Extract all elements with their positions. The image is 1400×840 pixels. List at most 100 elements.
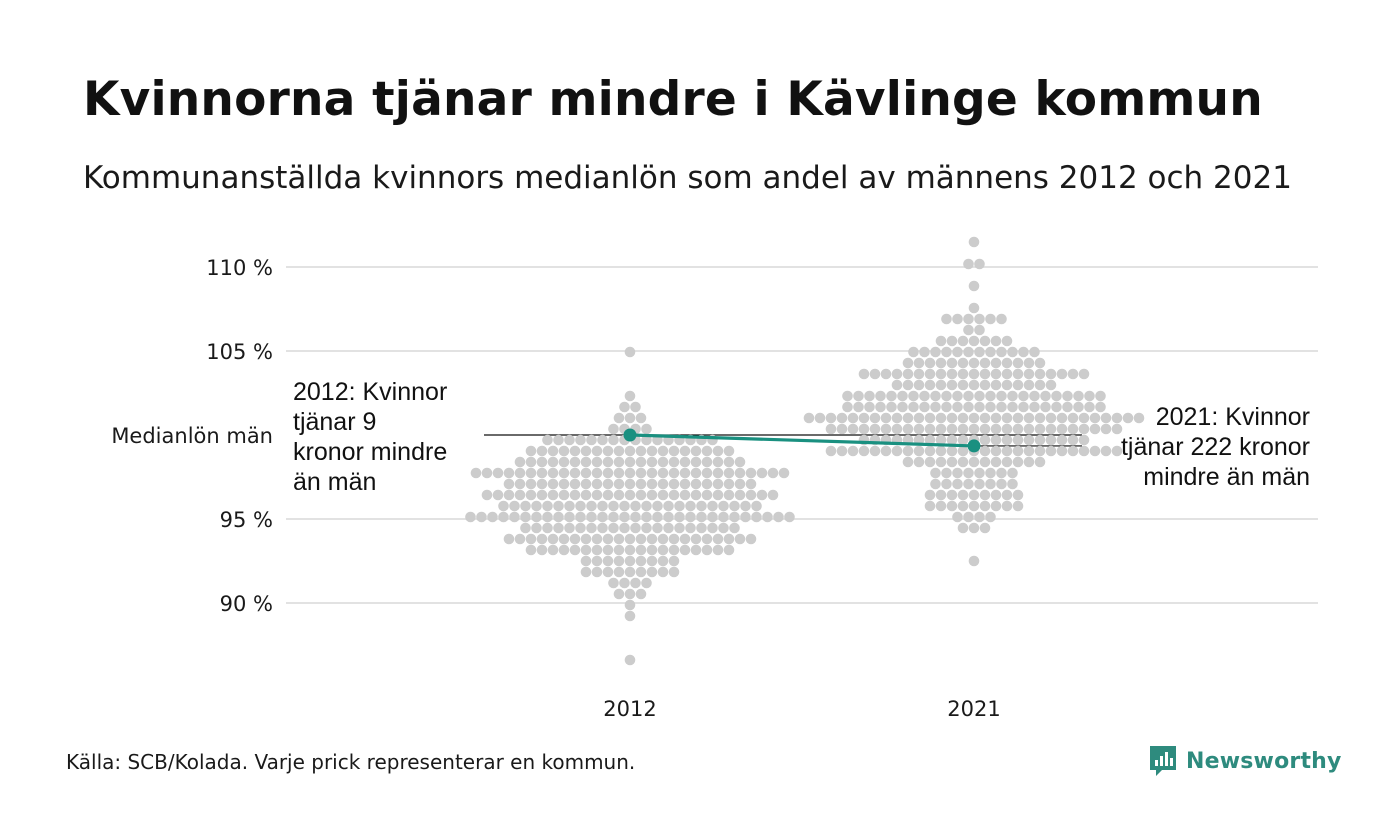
dot-2012-53 — [591, 456, 603, 468]
dot-2021-165 — [880, 423, 892, 435]
dot-2012-287 — [624, 599, 636, 611]
dot-2012-124 — [536, 489, 548, 501]
dot-2021-34 — [924, 357, 936, 369]
annotation-2012-line-0: 2012: Kvinnor — [293, 378, 447, 406]
dot-2021-0 — [968, 236, 980, 248]
dot-2021-251 — [963, 467, 974, 479]
dot-2021-139 — [913, 412, 925, 424]
dot-2012-176 — [531, 511, 542, 523]
dot-2021-4 — [968, 302, 980, 314]
dot-2012-216 — [696, 522, 707, 534]
dot-2012-201 — [531, 522, 542, 534]
dot-2012-52 — [580, 456, 592, 468]
dot-2021-2 — [974, 258, 985, 270]
dot-2012-15 — [586, 434, 597, 446]
dot-2021-106 — [853, 401, 864, 413]
dot-2021-151 — [1045, 412, 1057, 424]
dot-2012-28 — [536, 445, 548, 457]
dot-2021-3 — [968, 280, 980, 292]
dot-2012-244 — [536, 544, 548, 556]
dot-2021-157 — [1111, 412, 1123, 424]
dot-2012-88 — [701, 467, 713, 479]
dot-2021-30 — [1018, 346, 1029, 358]
dot-2012-167 — [729, 500, 740, 512]
dot-2012-54 — [602, 456, 614, 468]
dot-2012-70 — [503, 467, 515, 479]
dot-2021-125 — [1062, 401, 1073, 413]
dot-2012-84 — [657, 467, 669, 479]
dot-2021-35 — [935, 357, 947, 369]
dot-2012-126 — [558, 489, 570, 501]
dot-2012-154 — [586, 500, 597, 512]
dot-2021-105 — [842, 401, 853, 413]
dot-2021-100 — [1051, 390, 1062, 402]
dot-2021-75 — [990, 379, 1002, 391]
dot-2012-179 — [564, 511, 575, 523]
dot-2021-27 — [985, 346, 996, 358]
dot-2012-110 — [657, 478, 669, 490]
y-tick-labels: 90 % 95 % Medianlön män 105 % 110 % — [111, 256, 273, 616]
dot-2012-17 — [608, 434, 619, 446]
dot-2012-106 — [613, 478, 625, 490]
dot-2021-9 — [985, 313, 996, 325]
dot-2012-66 — [734, 456, 746, 468]
dot-2012-187 — [652, 511, 663, 523]
dot-2012-162 — [674, 500, 685, 512]
dot-2021-5 — [941, 313, 952, 325]
dot-2021-274 — [935, 500, 947, 512]
dot-2012-270 — [668, 555, 680, 567]
dot-2021-171 — [946, 423, 958, 435]
dot-2021-243 — [990, 456, 1002, 468]
dot-2012-51 — [569, 456, 581, 468]
dot-2021-174 — [979, 423, 991, 435]
dot-2021-12 — [974, 324, 985, 336]
dot-2021-253 — [985, 467, 996, 479]
dot-2021-229 — [1056, 445, 1068, 457]
dot-2012-236 — [679, 533, 691, 545]
dot-2021-78 — [1023, 379, 1035, 391]
dot-2012-117 — [734, 478, 746, 490]
dot-2012-141 — [723, 489, 735, 501]
dot-2021-172 — [957, 423, 969, 435]
dot-2012-29 — [547, 445, 559, 457]
dot-2012-155 — [597, 500, 608, 512]
dot-2012-166 — [718, 500, 729, 512]
dot-2012-269 — [657, 555, 669, 567]
dot-2021-70 — [935, 379, 947, 391]
highlight-layer — [623, 428, 981, 453]
dot-2021-235 — [902, 456, 914, 468]
dot-2012-286 — [635, 588, 647, 600]
dot-2012-32 — [580, 445, 592, 457]
dot-2012-118 — [745, 478, 757, 490]
dot-2021-232 — [1089, 445, 1101, 457]
dot-2021-110 — [897, 401, 908, 413]
dot-2012-77 — [580, 467, 592, 479]
dot-2021-127 — [1084, 401, 1095, 413]
dot-2021-138 — [902, 412, 914, 424]
dot-2012-200 — [520, 522, 531, 534]
dot-2012-183 — [608, 511, 619, 523]
dot-2012-153 — [575, 500, 586, 512]
dot-2021-64 — [1067, 368, 1079, 380]
dot-2021-126 — [1073, 401, 1084, 413]
dot-2021-62 — [1045, 368, 1057, 380]
dot-2012-256 — [668, 544, 680, 556]
dot-2012-87 — [690, 467, 702, 479]
dot-2021-129 — [803, 412, 815, 424]
dot-2012-243 — [525, 544, 537, 556]
dot-2021-24 — [952, 346, 963, 358]
dot-2021-202 — [1023, 434, 1035, 446]
dot-2012-128 — [580, 489, 592, 501]
dot-2012-232 — [635, 533, 647, 545]
dot-2012-248 — [580, 544, 592, 556]
dot-2021-132 — [836, 412, 848, 424]
dot-2021-84 — [875, 390, 886, 402]
annotation-2012-line-1: tjänar 9 — [293, 408, 376, 436]
dot-2021-206 — [1067, 434, 1079, 446]
dot-2012-213 — [663, 522, 674, 534]
dot-2021-254 — [996, 467, 1007, 479]
dot-2021-77 — [1012, 379, 1024, 391]
dot-2012-133 — [635, 489, 647, 501]
dot-2012-38 — [646, 445, 658, 457]
dot-2021-123 — [1040, 401, 1051, 413]
